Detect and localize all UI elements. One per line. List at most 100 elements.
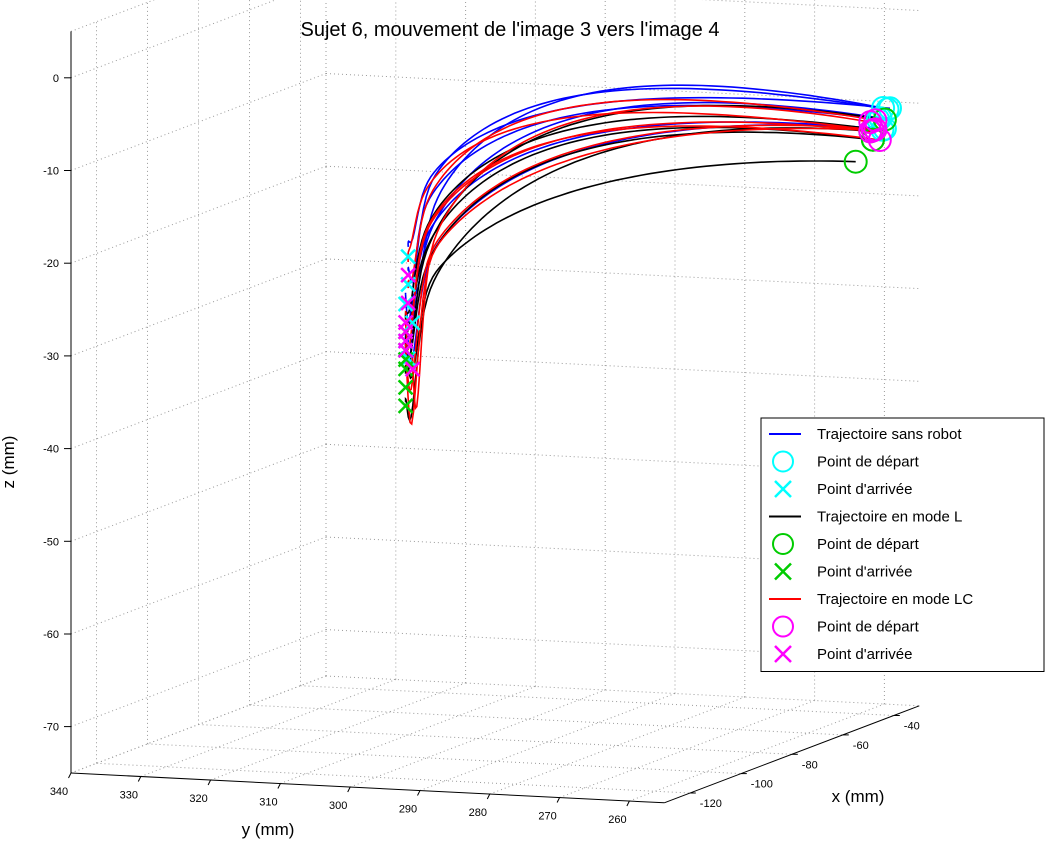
- y-axis-title: y (mm): [242, 820, 295, 839]
- end-point-marker: [400, 295, 417, 311]
- legend-cross-swatch: [774, 562, 792, 581]
- z-tick-label: -70: [43, 722, 59, 734]
- gridline-y: [489, 696, 745, 795]
- gridline-x: [198, 724, 792, 755]
- z-tick-label: -40: [43, 444, 59, 456]
- y-tick-mark: [347, 786, 351, 793]
- gridline-y: [629, 703, 885, 802]
- y-tick-label: 320: [189, 793, 207, 805]
- trajectory-line: [407, 111, 874, 263]
- z-tick-label: -30: [43, 351, 59, 363]
- trajectory-line: [404, 127, 871, 423]
- chart-title: Sujet 6, mouvement de l'image 3 vers l'i…: [301, 19, 720, 41]
- y-tick-label: 270: [538, 811, 556, 823]
- trajectory-line: [404, 125, 880, 352]
- legend-label: Trajectoire en mode LC: [817, 591, 973, 608]
- end-point-marker-stroke: [400, 295, 417, 311]
- gridline-z: [325, 165, 920, 197]
- z-tick-label: -20: [43, 258, 59, 270]
- end-point-marker: [397, 398, 414, 414]
- z-tick-label: -10: [43, 166, 59, 178]
- gridline-y: [140, 679, 396, 777]
- end-point-marker: [404, 314, 421, 331]
- end-point-marker: [404, 361, 421, 378]
- z-tick-label: 0: [53, 73, 59, 85]
- x-tick-label: -40: [904, 721, 920, 733]
- gridline-z: [70, 536, 327, 635]
- ticks-layer: 0 -10 -20 -30 -40 -50 -60 -70 340 330 320 310 300 290…: [43, 73, 920, 826]
- gridline-y: [559, 700, 815, 798]
- y-tick-label: 280: [469, 807, 487, 819]
- y-tick-label: 290: [399, 804, 417, 816]
- start-point-marker: [860, 118, 885, 143]
- y-tick-label: 300: [329, 800, 347, 812]
- legend-circle-swatch: [772, 450, 794, 473]
- x-tick-label: -60: [853, 740, 869, 752]
- z-tick-label: -60: [43, 629, 59, 641]
- gridline-z: [700, 0, 920, 11]
- legend-label: Point d'arrivée: [817, 564, 912, 581]
- x-tick-label: -80: [802, 759, 818, 771]
- y-tick-mark: [556, 797, 561, 803]
- trajectory-line: [407, 98, 876, 289]
- grid-layer: [70, 0, 920, 802]
- gridline-x: [249, 704, 843, 736]
- x-tick-label: -120: [700, 798, 722, 810]
- trajectory-line: [404, 160, 856, 380]
- gridline-x: [147, 743, 741, 775]
- legend-label: Trajectoire sans robot: [817, 426, 962, 443]
- y-tick-mark: [486, 793, 491, 800]
- gridline-z: [70, 629, 327, 728]
- end-point-marker-stroke: [397, 333, 414, 349]
- x-axis-title: x (mm): [832, 787, 885, 806]
- y-tick-mark: [417, 790, 421, 796]
- end-point-marker-stroke: [404, 361, 421, 378]
- gridline-z: [70, 258, 327, 357]
- end-point-marker-stroke: [397, 398, 414, 414]
- pane-edge: [70, 675, 327, 774]
- y-tick-mark: [277, 783, 281, 789]
- z-axis-title: z (mm): [0, 436, 18, 489]
- legend-label: Point de départ: [817, 536, 920, 553]
- legend-label: Point de départ: [817, 454, 920, 471]
- trajectory-line: [404, 124, 876, 392]
- trajectory-line: [411, 105, 871, 411]
- gridline-z: [70, 165, 327, 264]
- end-point-marker: [400, 267, 417, 284]
- y-tick-mark: [207, 779, 212, 786]
- legend-cross-swatch: [774, 480, 792, 498]
- end-point-marker: [400, 248, 417, 265]
- end-point-marker-stroke: [397, 379, 414, 396]
- y-tick-mark: [68, 772, 72, 779]
- legend-label: Trajectoire en mode L: [817, 509, 962, 526]
- axes-layer: [70, 31, 920, 804]
- gridline-y: [419, 693, 676, 791]
- legend-circle-swatch: [772, 533, 794, 555]
- data-layer: [397, 84, 902, 426]
- legend-label: Point d'arrivée: [817, 646, 912, 663]
- gridline-x: [300, 685, 894, 716]
- gridline-x: [96, 762, 690, 794]
- y-tick-label: 260: [608, 814, 626, 826]
- y-tick-mark: [137, 776, 142, 782]
- gridline-z: [70, 0, 277, 79]
- legend-cross-swatch: [774, 645, 792, 663]
- gridline-z: [70, 443, 327, 542]
- legend-box: [760, 417, 1045, 672]
- x-tick-label: -100: [751, 779, 773, 791]
- y-tick-mark: [626, 800, 630, 807]
- gridline-y: [350, 689, 606, 788]
- y-tick-label: 310: [259, 797, 277, 809]
- end-point-marker-stroke: [400, 248, 417, 265]
- z-tick-label: -50: [43, 536, 59, 548]
- end-point-marker: [397, 379, 414, 396]
- y-tick-label: 340: [50, 786, 68, 798]
- legend-label: Point de départ: [817, 619, 920, 636]
- gridline-z: [70, 73, 327, 171]
- trajectory-line: [404, 126, 874, 348]
- legend: Trajectoire sans robot Point de départ Poi…: [760, 417, 1045, 672]
- end-point-marker: [397, 333, 414, 349]
- y-tick-label: 330: [120, 790, 138, 802]
- gridline-y: [280, 686, 536, 784]
